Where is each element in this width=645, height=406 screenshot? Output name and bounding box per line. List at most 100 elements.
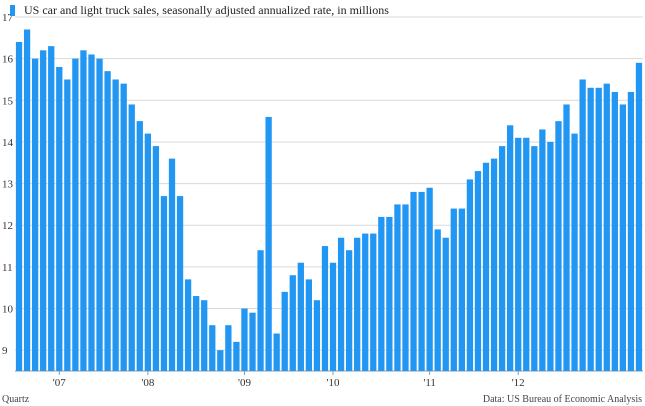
bar — [96, 58, 103, 372]
legend: US car and light truck sales, seasonally… — [10, 3, 389, 17]
bar — [168, 158, 176, 371]
y-tick-label: 10 — [2, 304, 14, 316]
bar — [595, 87, 602, 372]
bar — [249, 312, 256, 371]
gridlines — [15, 16, 643, 372]
bar — [72, 58, 79, 372]
y-tick-label: 9 — [2, 345, 8, 357]
bar — [362, 233, 369, 371]
bar — [498, 146, 506, 371]
bar — [402, 204, 409, 371]
x-tick-label: '08 — [141, 377, 154, 389]
bar — [434, 229, 441, 371]
bar — [523, 137, 530, 371]
bar — [539, 129, 546, 371]
footer-source-right: Data: US Bureau of Economic Analysis — [482, 394, 642, 405]
bar — [329, 262, 337, 371]
y-tick-label: 17 — [2, 12, 14, 24]
bar — [370, 233, 377, 371]
bar — [112, 79, 119, 371]
bar — [547, 141, 554, 371]
bar — [378, 216, 385, 371]
bar — [466, 179, 474, 371]
y-tick-label: 14 — [2, 137, 14, 149]
bar — [410, 191, 417, 371]
bar — [257, 250, 264, 371]
x-tick-label: '09 — [238, 377, 251, 389]
bar — [23, 29, 31, 372]
bar — [160, 196, 168, 371]
bar — [563, 104, 570, 372]
bar — [515, 137, 522, 371]
bar — [345, 250, 353, 371]
legend-swatch — [10, 5, 15, 16]
bar — [555, 121, 562, 372]
bar — [635, 62, 643, 372]
bar — [619, 104, 627, 372]
bar — [603, 83, 610, 371]
x-tick-label: '07 — [53, 377, 66, 389]
y-tick-label: 15 — [2, 95, 14, 107]
bar — [289, 275, 296, 371]
bar — [305, 279, 313, 371]
bar — [490, 158, 498, 371]
bar — [104, 71, 111, 371]
bar — [611, 91, 618, 372]
bar — [128, 104, 135, 372]
bar — [217, 350, 224, 371]
bar-series — [15, 29, 643, 372]
bar — [144, 133, 151, 371]
bar — [241, 308, 248, 371]
y-tick-label: 16 — [2, 54, 14, 66]
bar — [587, 87, 594, 372]
bar — [627, 91, 635, 372]
bar — [386, 216, 393, 371]
bar — [201, 300, 208, 371]
bar — [442, 237, 449, 371]
bar — [273, 333, 280, 371]
bar — [458, 208, 465, 371]
bar — [281, 291, 288, 371]
bar — [507, 125, 514, 371]
bar — [474, 171, 482, 371]
bar — [354, 237, 361, 371]
bar — [297, 262, 304, 371]
bar — [88, 54, 95, 371]
footer-source-left: Quartz — [2, 394, 30, 405]
x-axis-ticks: '07 '08 '09 '10 '11 '12 — [53, 371, 525, 389]
bar — [571, 133, 578, 371]
bar — [321, 246, 329, 371]
bar — [120, 83, 127, 371]
bar — [531, 146, 538, 371]
chart-title: US car and light truck sales, seasonally… — [24, 3, 389, 17]
y-tick-label: 12 — [2, 220, 13, 232]
bar — [15, 41, 23, 372]
x-tick-label: '10 — [327, 377, 340, 389]
bar — [394, 204, 401, 371]
bar — [31, 58, 39, 372]
bar — [193, 296, 200, 371]
bar — [482, 162, 490, 371]
y-axis-ticks: 9 10 11 12 13 14 15 16 17 — [2, 12, 14, 357]
bar — [579, 79, 586, 371]
bar — [225, 325, 232, 371]
bar — [265, 116, 272, 371]
x-tick-label: '12 — [512, 377, 525, 389]
bar — [152, 146, 160, 371]
bar — [136, 121, 143, 372]
bar — [337, 237, 345, 371]
bar — [426, 187, 433, 371]
bar — [313, 300, 321, 371]
y-tick-label: 11 — [2, 262, 13, 274]
bar — [48, 46, 55, 372]
bar — [450, 208, 457, 371]
bar — [209, 325, 216, 371]
bar — [64, 79, 71, 371]
bar — [233, 341, 240, 371]
bar — [184, 279, 192, 371]
bar — [176, 196, 184, 371]
bar — [56, 66, 63, 371]
y-tick-label: 13 — [2, 179, 14, 191]
bar — [80, 50, 87, 371]
